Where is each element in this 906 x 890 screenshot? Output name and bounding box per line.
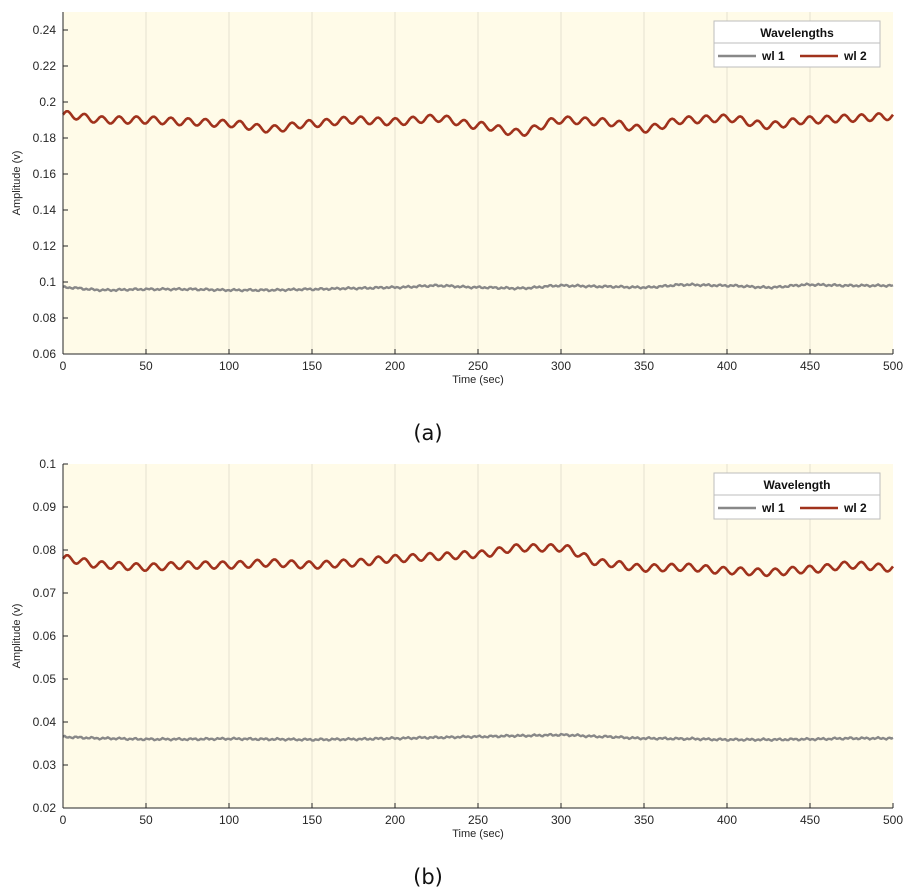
chart-panel-2: 0 50 100 150 200 250 300 350 400 450 500 0.02 0.03 0.… [11, 457, 903, 889]
legend-entry-label: wl 1 [761, 501, 785, 515]
legend-box [713, 472, 881, 520]
legend-entry-label: wl 2 [843, 501, 867, 515]
x-tick-label: 500 [883, 359, 903, 373]
x-tick-label: 500 [883, 813, 903, 827]
y-tick-label: 0.06 [33, 629, 57, 643]
x-tick-label: 200 [385, 359, 405, 373]
y-tick-label: 0.1 [39, 275, 56, 289]
panel-caption: (b) [413, 865, 443, 889]
x-tick-label: 0 [60, 813, 67, 827]
x-tick-label: 300 [551, 359, 571, 373]
x-axis-label: Time (sec) [452, 374, 504, 386]
y-tick-label: 0.14 [33, 203, 57, 217]
legend-title: Wavelength [764, 478, 831, 492]
y-tick-label: 0.12 [33, 239, 57, 253]
x-tick-label: 450 [800, 359, 820, 373]
y-tick-label: 0.07 [33, 586, 57, 600]
x-tick-label: 350 [634, 813, 654, 827]
chart-panel-1: 0 50 100 150 200 250 300 350 400 450 500 0.06 0.08 0.… [11, 12, 903, 445]
x-tick-label: 150 [302, 813, 322, 827]
x-tick-label: 350 [634, 359, 654, 373]
series-line-wl1 [62, 282, 894, 293]
x-tick-label: 250 [468, 359, 488, 373]
legend-entry-label: wl 1 [761, 49, 785, 63]
legend: Wavelength wl 1 wl 2 [713, 472, 881, 520]
y-tick-label: 0.2 [39, 95, 56, 109]
y-tick-label: 0.05 [33, 672, 57, 686]
y-tick-label: 0.16 [33, 167, 57, 181]
y-tick-label: 0.08 [33, 311, 57, 325]
legend-entry-label: wl 2 [843, 49, 867, 63]
x-tick-label: 400 [717, 813, 737, 827]
y-tick-label: 0.06 [33, 347, 57, 361]
x-tick-label: 150 [302, 359, 322, 373]
y-axis-label: Amplitude (v) [11, 151, 23, 216]
panel-caption: (a) [413, 421, 442, 445]
legend: Wavelengths wl 1 wl 2 [713, 20, 881, 68]
x-tick-label: 400 [717, 359, 737, 373]
x-tick-label: 0 [60, 359, 67, 373]
y-tick-label: 0.24 [33, 23, 57, 37]
y-tick-label: 0.03 [33, 758, 57, 772]
x-tick-label: 200 [385, 813, 405, 827]
x-tick-label: 50 [139, 359, 153, 373]
legend-box [713, 20, 881, 68]
y-tick-label: 0.22 [33, 59, 57, 73]
legend-title: Wavelengths [760, 26, 834, 40]
x-tick-label: 100 [219, 359, 239, 373]
x-tick-label: 100 [219, 813, 239, 827]
y-tick-label: 0.18 [33, 131, 57, 145]
series-line-wl2 [62, 543, 895, 578]
x-tick-label: 450 [800, 813, 820, 827]
y-tick-label: 0.02 [33, 801, 57, 815]
y-tick-label: 0.04 [33, 715, 57, 729]
y-axis-label: Amplitude (v) [11, 604, 23, 669]
y-tick-label: 0.1 [39, 457, 56, 471]
x-tick-label: 50 [139, 813, 153, 827]
x-tick-label: 300 [551, 813, 571, 827]
y-tick-label: 0.08 [33, 543, 57, 557]
series-line-wl1 [62, 732, 894, 742]
series-line-wl2 [62, 110, 895, 137]
x-tick-label: 250 [468, 813, 488, 827]
x-axis-label: Time (sec) [452, 828, 504, 840]
y-tick-label: 0.09 [33, 500, 57, 514]
